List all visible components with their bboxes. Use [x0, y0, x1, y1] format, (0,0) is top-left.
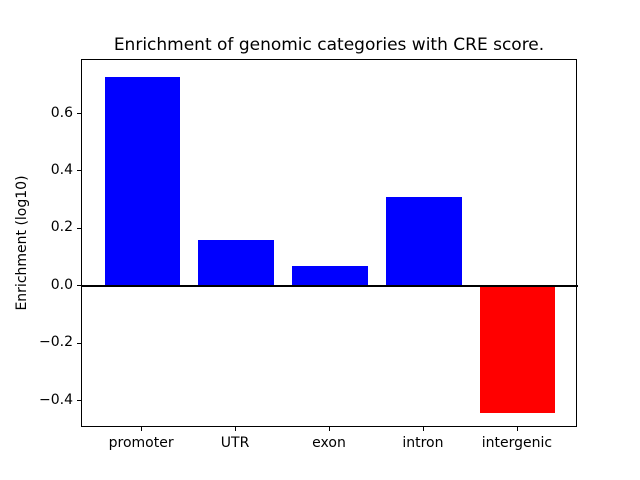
bar-UTR: [198, 240, 274, 287]
chart-title: Enrichment of genomic categories with CR…: [113, 35, 545, 55]
bar-intergenic: [480, 286, 556, 413]
x-tick-label-intron: intron: [402, 435, 444, 451]
x-tick-label-UTR: UTR: [220, 435, 250, 451]
plot-area: [81, 59, 578, 427]
x-tick-mark: [141, 427, 143, 431]
y-tick-label: 0.6: [50, 104, 73, 121]
y-tick-mark: [77, 227, 81, 229]
x-tick-label-promoter: promoter: [108, 435, 174, 451]
x-tick-mark: [422, 427, 424, 431]
y-tick-mark: [77, 342, 81, 344]
bar-promoter: [104, 76, 180, 287]
y-tick-label: 0.0: [50, 276, 73, 293]
bar-intron: [386, 197, 462, 287]
y-tick-label: 0.4: [50, 161, 73, 178]
y-tick-label: −0.2: [39, 334, 73, 351]
x-tick-mark: [235, 427, 237, 431]
x-tick-label-intergenic: intergenic: [481, 435, 553, 451]
x-tick-mark: [329, 427, 330, 431]
y-tick-mark: [77, 113, 81, 114]
bar-exon: [292, 266, 368, 287]
y-tick-label: 0.2: [50, 219, 73, 236]
y-tick-mark: [77, 400, 81, 402]
x-tick-label-exon: exon: [312, 435, 346, 451]
zero-line: [82, 285, 578, 288]
y-tick-mark: [77, 170, 81, 172]
y-tick-mark: [77, 285, 81, 287]
y-tick-label: −0.4: [39, 391, 73, 408]
x-tick-mark: [516, 427, 518, 431]
